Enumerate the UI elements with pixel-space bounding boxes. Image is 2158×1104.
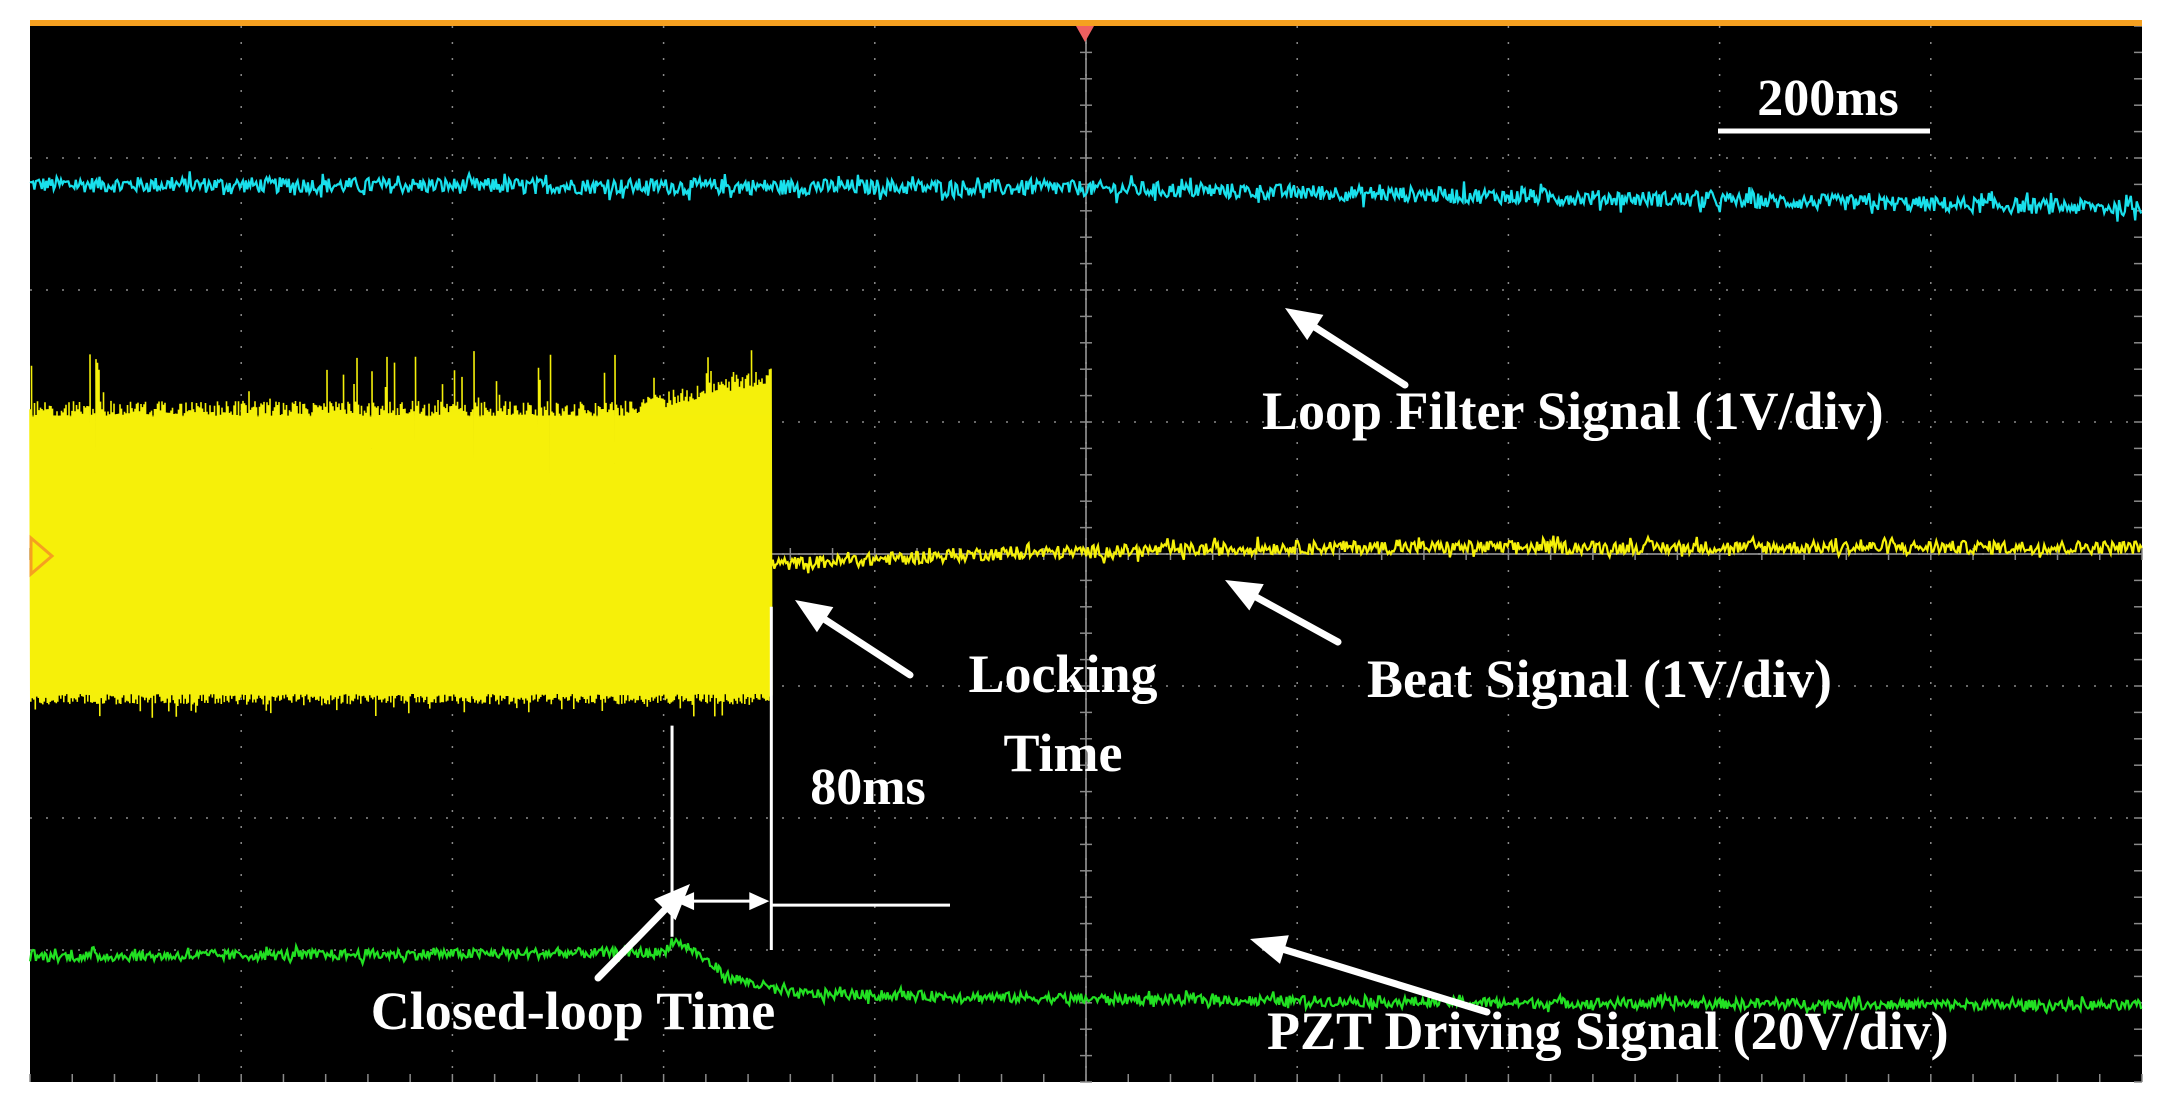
closed-loop-time-label: Closed-loop Time — [371, 981, 776, 1041]
trigger-marker-icon — [1076, 26, 1094, 42]
pzt-arrow-line — [1280, 946, 1491, 1016]
series-loop-filter — [29, 170, 2143, 222]
locking-time-label-line2: Time — [1004, 723, 1123, 783]
pzt-driving-label: PZT Driving Signal (20V/div) — [1267, 1001, 1949, 1061]
series-trace-beat — [770, 534, 2143, 574]
annotation-layer — [594, 308, 1491, 1016]
series-layer — [28, 170, 2143, 1016]
beat-arrow-line — [1253, 593, 1342, 646]
series-trace-loop-filter — [29, 170, 2143, 222]
loop-filter-arrow-line — [1311, 323, 1409, 389]
beat-arrowhead-icon — [1225, 580, 1264, 611]
series-beat — [29, 350, 2143, 718]
series-trace-pzt — [28, 937, 2143, 1016]
locking-arrowhead-icon — [795, 600, 834, 633]
closed-loop-arrow-line — [594, 906, 669, 982]
locking-time-label-line1: Locking — [968, 644, 1157, 704]
locking-arrow-line — [821, 616, 914, 679]
beat-oscillation-fill — [30, 415, 772, 693]
frame-top-bar — [30, 20, 2142, 26]
interval-arrowhead-right-icon — [749, 892, 770, 911]
scale-bar-annotation: 200ms — [1718, 70, 1930, 134]
beat-signal-label: Beat Signal (1V/div) — [1367, 649, 1832, 709]
scale-bar-label: 200ms — [1757, 70, 1899, 127]
beat-ground-marker-icon — [29, 534, 55, 578]
closed-loop-arrowhead-icon — [654, 884, 690, 921]
pzt-arrowhead-icon — [1250, 935, 1289, 964]
loop-filter-label: Loop Filter Signal (1V/div) — [1262, 381, 1884, 441]
interval-arrowhead-left-icon — [674, 892, 695, 911]
loop-filter-arrowhead-icon — [1285, 308, 1324, 341]
series-pzt — [28, 937, 2143, 1016]
interval-label: 80ms — [810, 759, 926, 816]
